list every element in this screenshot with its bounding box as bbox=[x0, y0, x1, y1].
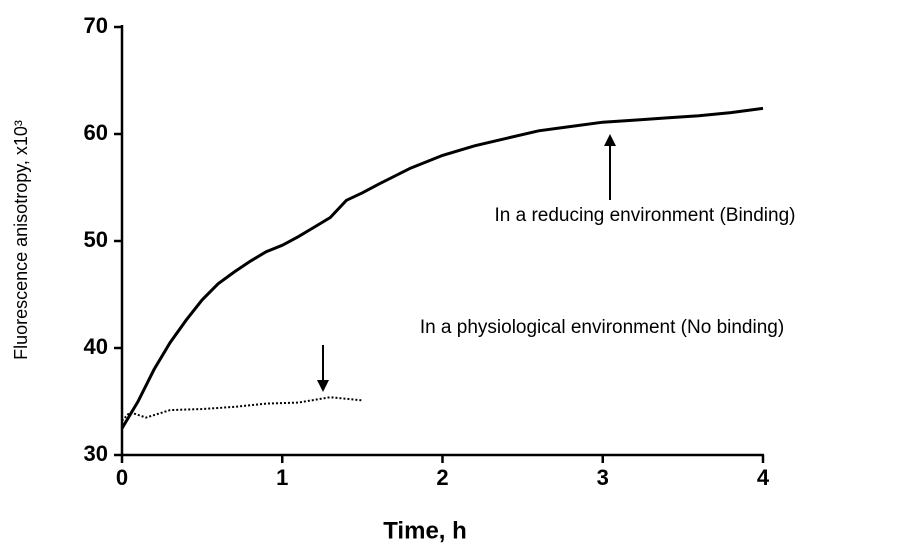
y-tick-label: 40 bbox=[84, 334, 108, 359]
x-tick-label: 3 bbox=[597, 465, 609, 490]
data-line bbox=[120, 106, 764, 430]
x-axis-title: Time, h bbox=[383, 517, 467, 544]
arrow-head bbox=[317, 380, 329, 392]
y-axis-title: Fluorescence anisotropy, x10³ bbox=[11, 120, 31, 360]
annotation: In a physiological environment (No bindi… bbox=[420, 317, 784, 338]
data-line bbox=[121, 396, 363, 422]
y-tick-label: 50 bbox=[84, 227, 108, 252]
x-tick-label: 1 bbox=[276, 465, 288, 490]
y-tick-label: 30 bbox=[84, 441, 108, 466]
x-tick-label: 0 bbox=[116, 465, 128, 490]
arrow-head bbox=[604, 134, 616, 146]
y-tick-label: 70 bbox=[84, 13, 108, 38]
y-tick-label: 60 bbox=[84, 120, 108, 145]
annotation: In a reducing environment (Binding) bbox=[494, 205, 795, 226]
x-tick-label: 4 bbox=[757, 465, 770, 490]
x-tick-label: 2 bbox=[436, 465, 448, 490]
